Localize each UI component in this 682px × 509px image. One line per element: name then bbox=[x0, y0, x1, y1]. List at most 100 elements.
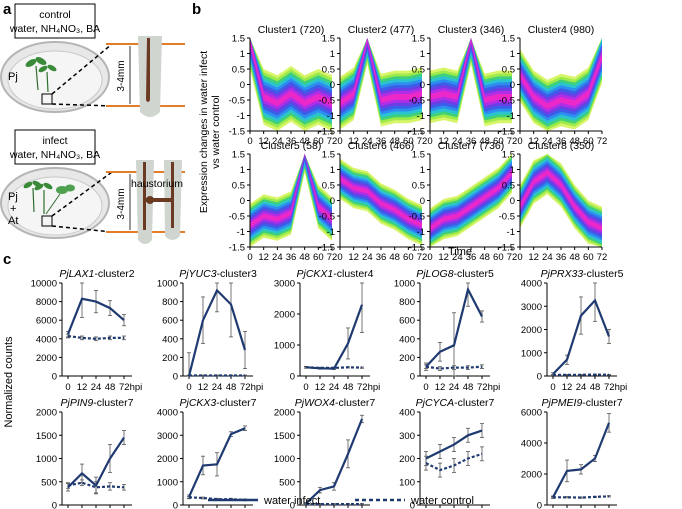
gene-cluster: -cluster5 bbox=[583, 268, 623, 280]
gene-xtick-label: 72hpi bbox=[477, 382, 500, 393]
gene-ytick-label: 400 bbox=[399, 334, 415, 345]
gene-title: PjCKX3-cluster7 bbox=[179, 397, 256, 409]
cluster-ytick-label: 1.5 bbox=[232, 150, 245, 161]
control-line bbox=[67, 481, 125, 489]
gene-cluster: -cluster7 bbox=[335, 397, 375, 409]
root-tip-top bbox=[146, 38, 150, 102]
cluster-band bbox=[520, 53, 602, 110]
cluster-xtick-label: 24 bbox=[542, 136, 553, 147]
cluster-xtick-label: 12 bbox=[348, 136, 359, 147]
gene-xtick-label: 12 bbox=[562, 382, 573, 393]
gene-name: PjCKX3 bbox=[179, 397, 216, 409]
infect-treatment-box bbox=[14, 129, 96, 165]
cluster-ytick-label: 1 bbox=[330, 49, 335, 60]
cluster-xtick-label: 48 bbox=[299, 136, 310, 147]
panel-label-a: a bbox=[3, 1, 12, 18]
cluster-xtick-label: 12 bbox=[258, 252, 269, 263]
cluster-xtick-label: 60 bbox=[493, 252, 504, 263]
cluster-xtick-label: 72 bbox=[417, 252, 428, 263]
gene-xtick-label: 0 bbox=[550, 382, 555, 393]
infect-line bbox=[66, 297, 125, 335]
cluster-xtick-label: 12 bbox=[438, 136, 449, 147]
cluster-band bbox=[250, 153, 332, 228]
cluster-ytick-label: 0 bbox=[240, 196, 245, 207]
cluster-title: Cluster4 (980) bbox=[528, 24, 595, 36]
cluster-ytick-label: 1 bbox=[240, 165, 245, 176]
gene-name: PjYUC3 bbox=[179, 268, 217, 280]
cluster-ytick-label: -1.5 bbox=[229, 127, 245, 138]
gene-ytick-label: 100 bbox=[399, 477, 415, 488]
gene-ytick-label: 4000 bbox=[36, 334, 57, 345]
infect-line bbox=[425, 429, 483, 460]
cluster-ytick-label: 0 bbox=[510, 80, 515, 91]
cluster-ytick-label: 1.5 bbox=[232, 34, 245, 45]
plant-label-at: At bbox=[8, 215, 18, 227]
cluster-ytick-label: 1.5 bbox=[502, 34, 515, 45]
legend-control-label: water control bbox=[410, 495, 474, 507]
control-line bbox=[305, 366, 363, 369]
gene-ytick-label: 10000 bbox=[31, 279, 57, 290]
gene-xtick-label: 12 bbox=[77, 382, 88, 393]
cluster-xtick-label: 72 bbox=[597, 136, 608, 147]
cluster-xtick-label: 36 bbox=[466, 252, 477, 263]
cluster-band bbox=[340, 38, 422, 109]
cluster-xtick-label: 60 bbox=[583, 136, 594, 147]
cluster-ytick-label: -1.5 bbox=[319, 127, 335, 138]
cluster-xtick-label: 72 bbox=[507, 252, 518, 263]
infect-line bbox=[67, 436, 125, 489]
gene-name: PjPMEI9 bbox=[541, 397, 582, 409]
cluster-ytick-label: -1.5 bbox=[499, 127, 515, 138]
gene-ytick-label: 300 bbox=[399, 431, 415, 442]
gene-ytick-label: 8000 bbox=[36, 297, 57, 308]
gene-ytick-label: 1500 bbox=[274, 431, 295, 442]
gene-cluster: -cluster7 bbox=[454, 397, 494, 409]
cluster-ytick-label: -1.5 bbox=[499, 243, 515, 254]
cluster-xtick-label: 0 bbox=[247, 252, 252, 263]
cluster-ytick-label: 1 bbox=[420, 49, 425, 60]
gene-xtick-label: 48 bbox=[343, 382, 354, 393]
cluster-ytick-label: -0.5 bbox=[409, 212, 425, 223]
cluster-ytick-label: 0.5 bbox=[322, 65, 335, 76]
gene-name: PjCYCA bbox=[416, 397, 455, 409]
gene-ytick-label: 400 bbox=[399, 408, 415, 419]
legend-infect-label: water infect bbox=[263, 495, 320, 507]
gene-xtick-label: 24 bbox=[449, 382, 460, 393]
cluster-xtick-label: 48 bbox=[479, 252, 490, 263]
cluster-xtick-label: 0 bbox=[337, 136, 342, 147]
gene-ytick-label: 6000 bbox=[36, 316, 57, 327]
panel-a: a control water, NH₄NO₃, BA Pj 3-4mm i bbox=[0, 1, 185, 244]
gene-name: PjPIN9 bbox=[61, 397, 94, 409]
control-treatment-box bbox=[14, 3, 96, 39]
gene-ytick-label: 0 bbox=[52, 372, 57, 383]
cluster-plot-6: Cluster6 (466)1.510.50-0.5-1-1.50 12 24 36 4… bbox=[319, 140, 428, 263]
cluster-ytick-label: -1 bbox=[327, 227, 335, 238]
cluster-band bbox=[520, 170, 602, 231]
gene-cluster: -cluster4 bbox=[333, 268, 373, 280]
cluster-band bbox=[340, 176, 422, 228]
gene-ytick-label: 3000 bbox=[521, 302, 542, 313]
cluster-title: Cluster5 (58) bbox=[261, 140, 322, 152]
cluster-ytick-label: 1 bbox=[240, 49, 245, 60]
gene-ytick-label: 2000 bbox=[36, 408, 57, 419]
gene-xtick-label: 48 bbox=[226, 382, 237, 393]
gene-title: PjPRX33-cluster5 bbox=[541, 268, 624, 280]
cluster-ytick-label: 0.5 bbox=[412, 65, 425, 76]
cluster-ytick-label: -0.5 bbox=[319, 96, 335, 107]
gene-plot-PjCKX1: PjCKX1-cluster4 0 1000 2000 3000 0 12 24 48 72hpi bbox=[274, 268, 380, 393]
cluster-ytick-label: -1 bbox=[237, 111, 245, 122]
plant-label-pj: Pj bbox=[8, 71, 18, 83]
gene-ytick-label: 1000 bbox=[157, 477, 178, 488]
gene-ytick-label: 600 bbox=[162, 316, 178, 327]
gene-ytick-label: 200 bbox=[399, 353, 415, 364]
cluster-xtick-label: 0 bbox=[517, 252, 522, 263]
plant-label-pj-2: Pj bbox=[8, 191, 18, 203]
cluster-ytick-label: -0.5 bbox=[409, 96, 425, 107]
gene-name: PjCKX1 bbox=[296, 268, 333, 280]
gene-ytick-label: 3000 bbox=[157, 431, 178, 442]
gene-title: PjWOX4-cluster7 bbox=[295, 397, 376, 409]
cluster-band bbox=[430, 170, 512, 231]
gene-ytick-label: 500 bbox=[279, 477, 295, 488]
gene-title: PjLOG8-cluster5 bbox=[416, 268, 494, 280]
petri-dish-bottom bbox=[0, 167, 110, 239]
infect-line bbox=[552, 422, 611, 498]
